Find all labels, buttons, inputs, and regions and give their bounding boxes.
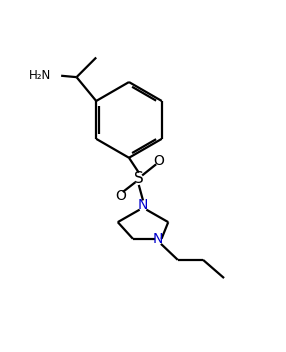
Text: O: O <box>115 189 126 203</box>
Text: O: O <box>153 153 164 168</box>
Text: N: N <box>153 232 163 246</box>
Text: N: N <box>138 199 148 213</box>
Text: H₂N: H₂N <box>29 69 51 82</box>
Text: S: S <box>134 171 144 186</box>
